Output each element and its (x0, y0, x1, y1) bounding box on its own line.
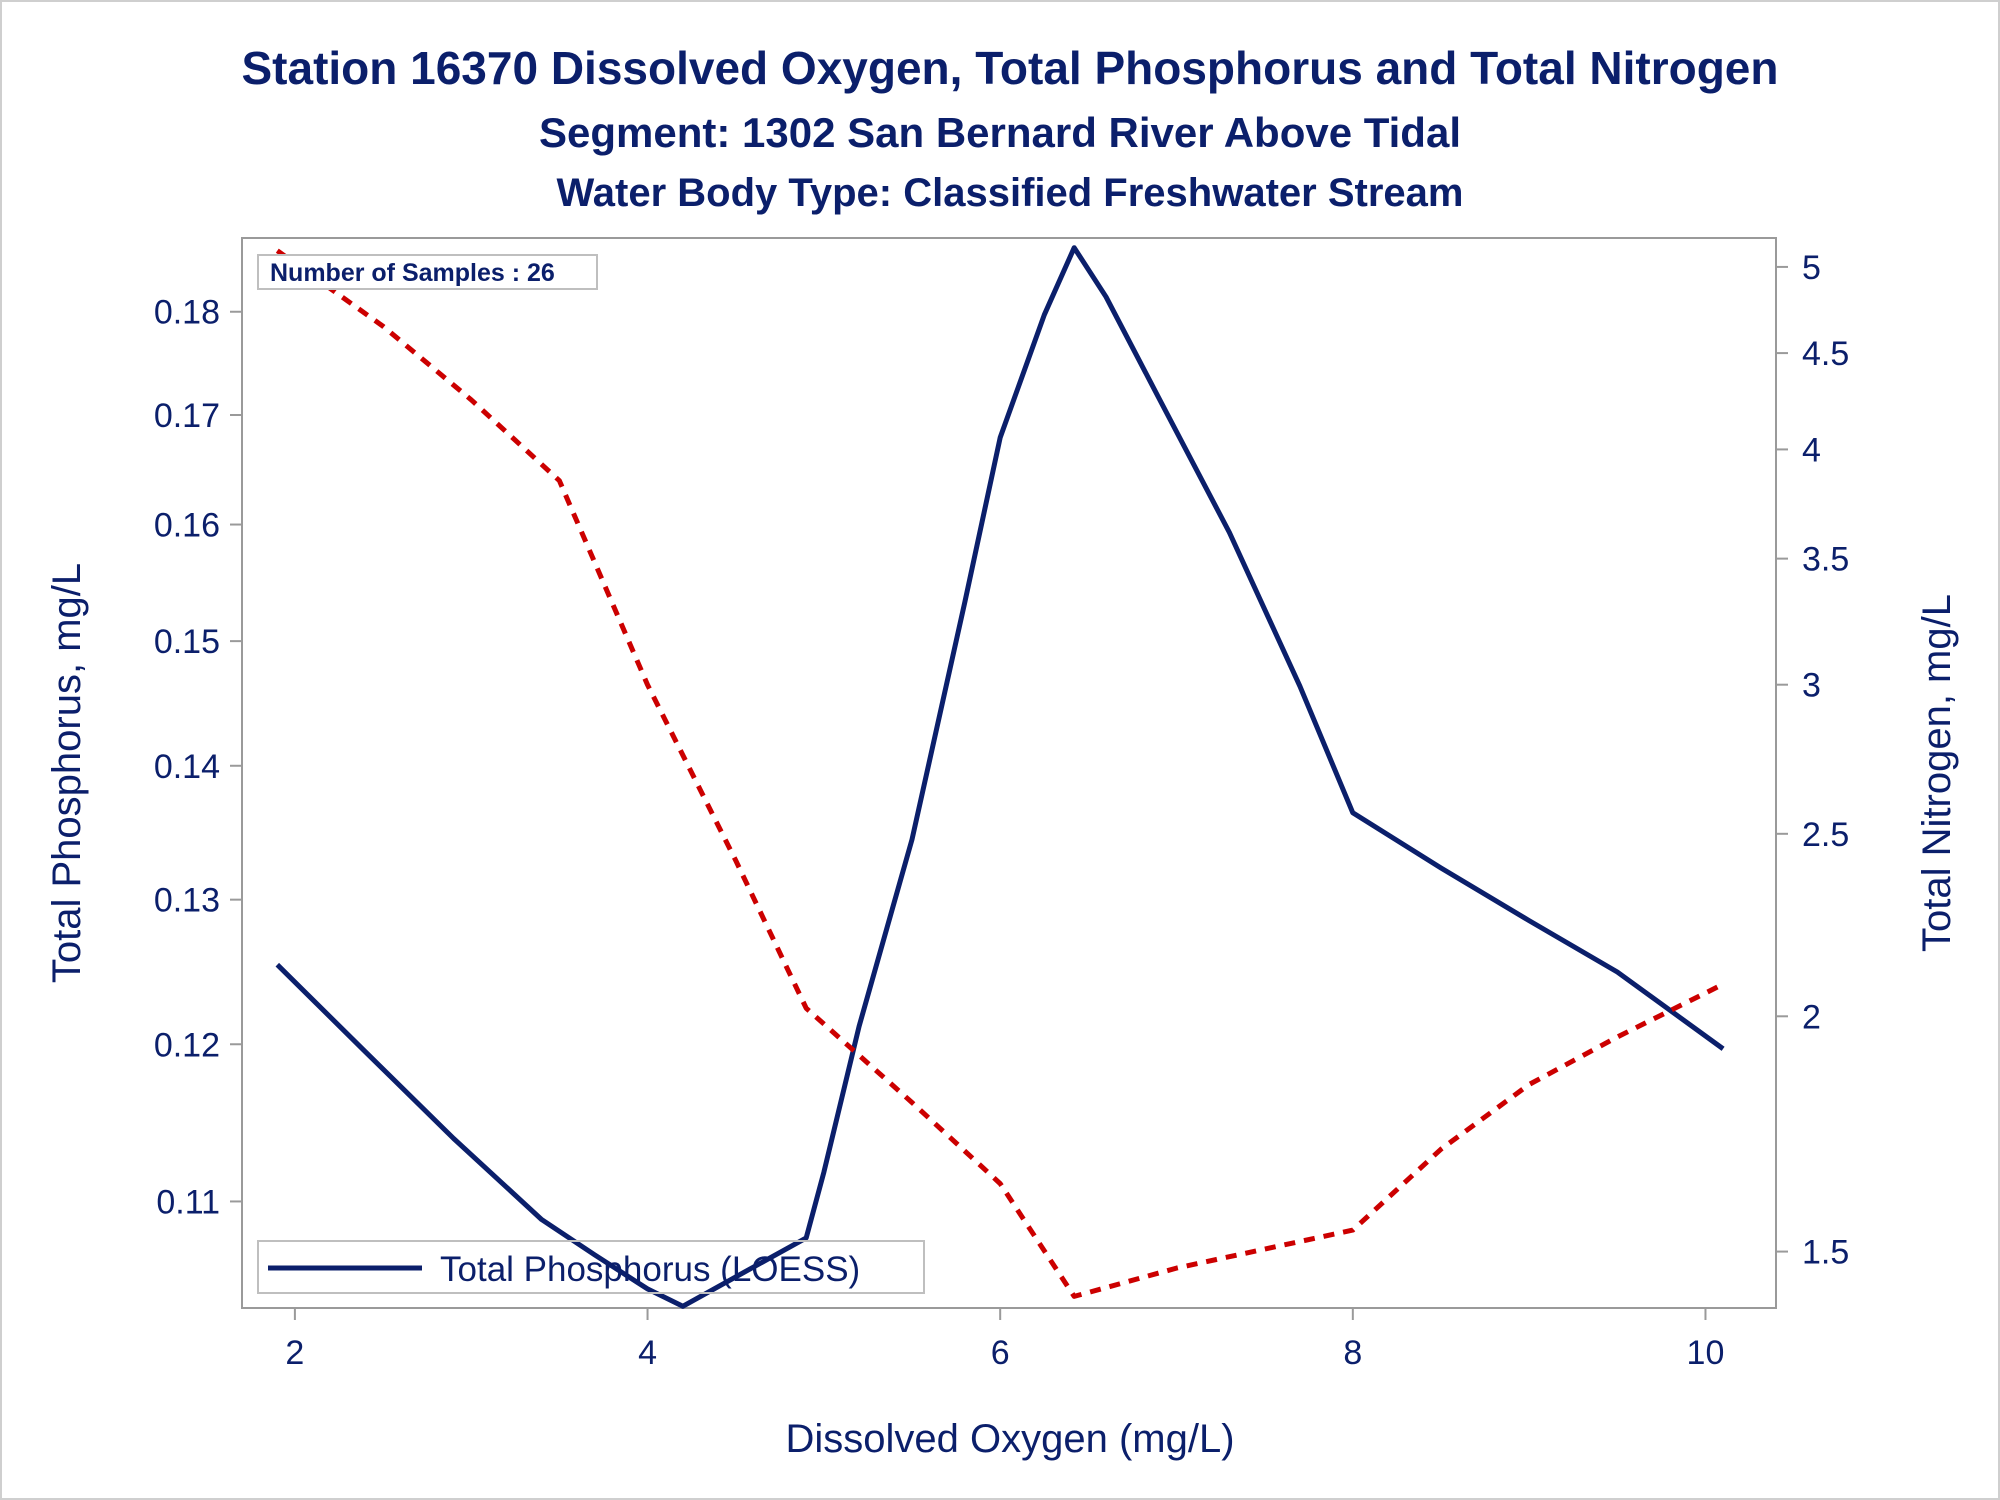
chart-subtitle-2: Water Body Type: Classified Freshwater S… (557, 171, 1464, 215)
y-tick-label: 0.17 (154, 397, 220, 435)
y-tick-label: 0.18 (154, 294, 220, 332)
y2-tick-label: 4.5 (1802, 335, 1849, 373)
y-tick-label: 0.14 (154, 748, 220, 786)
y2-tick-label: 4 (1802, 431, 1821, 469)
plot-frame (241, 237, 1777, 1309)
x-tick-label: 8 (1343, 1334, 1362, 1372)
y2-tick-label: 3.5 (1802, 541, 1849, 579)
x-axis-label: Dissolved Oxygen (mg/L) (785, 1417, 1234, 1461)
x-tick-label: 2 (285, 1334, 304, 1372)
x-tick-label: 4 (638, 1334, 657, 1372)
samples-inset-box (257, 254, 598, 290)
y-axis-left: 0.11 0.12 0.13 0.14 0.15 0.16 0.17 0.18 (154, 294, 242, 1221)
y2-tick-label: 1.5 (1802, 1234, 1849, 1272)
chart-subtitle: Segment: 1302 San Bernard River Above Ti… (539, 109, 1461, 156)
y-tick-label: 0.16 (154, 507, 220, 545)
y-axis-right: 1.5 2 2.5 3 3.5 4 4.5 5 (1776, 249, 1849, 1272)
y-tick-label: 0.13 (154, 882, 220, 920)
x-axis: 2 4 6 8 10 (285, 1308, 1724, 1372)
y-axis-label: Total Phosphorus, mg/L (45, 563, 89, 983)
series-line-nitrogen (275, 248, 1725, 1299)
legend-box (257, 1240, 925, 1294)
y-tick-label: 0.15 (154, 623, 220, 661)
x-tick-label: 6 (991, 1334, 1010, 1372)
x-tick-label: 10 (1687, 1334, 1725, 1372)
series-layer (275, 245, 1725, 1309)
y2-tick-label: 3 (1802, 667, 1821, 705)
y2-tick-label: 5 (1802, 249, 1821, 287)
y2-axis-label: Total Nitrogen, mg/L (1915, 594, 1959, 952)
y2-tick-label: 2 (1802, 998, 1821, 1036)
samples-inset-label: Number of Samples : 26 (270, 259, 555, 287)
series-line-phosphorus (275, 245, 1725, 1309)
y-tick-label: 0.11 (156, 1183, 220, 1221)
chart-title: Station 16370 Dissolved Oxygen, Total Ph… (241, 42, 1778, 94)
y2-tick-label: 2.5 (1802, 816, 1849, 854)
y-tick-label: 0.12 (154, 1026, 220, 1064)
legend-label-phosphorus: Total Phosphorus (LOESS) (440, 1250, 860, 1289)
